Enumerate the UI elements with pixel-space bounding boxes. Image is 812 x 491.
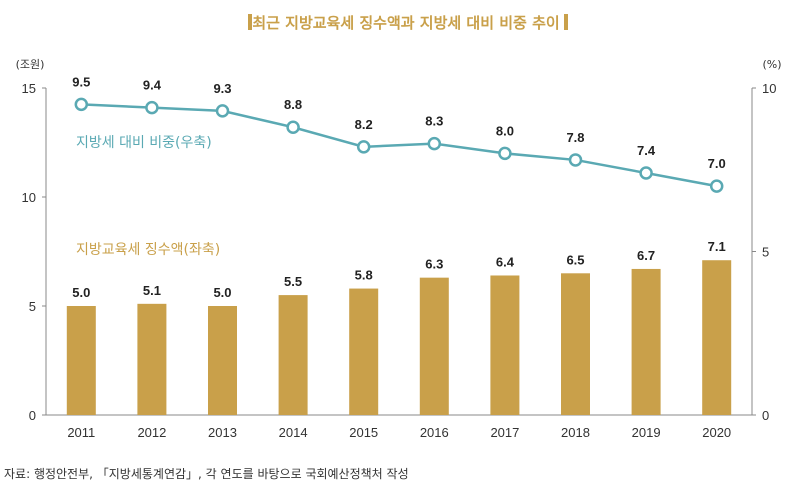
bar-value-label: 6.3 [425,257,443,272]
line-series-label: 지방세 대비 비중(우축) [76,135,212,151]
line-value-label: 7.0 [708,156,726,171]
bar [66,306,96,415]
x-tick-label: 2016 [420,425,449,440]
bar [419,277,449,415]
line-point [74,97,89,112]
bar-value-label: 7.1 [708,239,726,254]
left-tick-label: 10 [22,190,36,205]
right-tick-label: 10 [762,81,776,96]
x-tick-label: 2014 [279,425,308,440]
line-point [639,166,653,180]
right-axis-ticks: 0 5 10 [752,81,776,423]
x-tick-label: 2013 [208,425,237,440]
line-series [74,97,724,193]
line-value-label: 8.0 [496,123,514,138]
bar-value-label: 6.4 [496,254,515,269]
bar [278,295,308,415]
line-value-label: 7.8 [566,130,584,145]
bar [349,288,379,415]
bar-series [66,260,732,415]
line-value-label: 8.2 [355,117,373,132]
line-point [568,153,583,167]
bar-value-label: 6.5 [566,252,584,267]
line-point [427,136,442,151]
line-point [498,146,512,161]
bar-value-label: 5.5 [284,274,302,289]
left-axis-ticks: 0 5 10 15 [22,81,46,423]
left-tick-label: 15 [22,81,36,96]
x-axis-ticks: 2011 2012 2013 2014 2015 2016 2017 2018 2019 2020 [67,425,731,440]
x-tick-label: 2011 [67,425,95,440]
bar-value-label: 6.7 [637,248,655,263]
bar-value-label: 5.0 [72,285,90,300]
bar [137,303,167,415]
x-tick-label: 2015 [349,425,378,440]
title-bar-left [248,14,252,30]
bar-series-label: 지방교육세 징수액(좌축) [76,242,220,258]
bar-value-label: 5.0 [213,285,231,300]
chart-title: 최근 지방교육세 징수액과 지방세 대비 비중 추이 [248,14,568,32]
bar-value-label: 5.8 [355,268,373,283]
x-tick-label: 2020 [702,425,731,440]
line-value-label: 8.3 [425,114,443,129]
line-point [709,179,724,193]
line-point [286,120,300,134]
x-tick-label: 2018 [561,425,590,440]
bar-data-labels: 5.0 5.1 5.0 5.5 5.8 6.3 6.4 6.5 6.7 7.1 [72,239,725,300]
line-value-label: 9.3 [213,81,231,96]
x-tick-label: 2012 [137,425,166,440]
left-tick-label: 0 [29,408,36,423]
line-point [215,104,230,118]
right-tick-label: 0 [762,408,769,423]
line-data-labels: 9.5 9.4 9.3 8.8 8.2 8.3 8.0 7.8 7.4 7.0 [72,74,725,171]
right-axis-unit: (%) [762,58,781,71]
source-note: 자료: 행정안전부, 「지방세통계연감」, 각 연도를 바탕으로 국회예산정책처… [4,466,409,481]
right-tick-label: 5 [762,245,769,260]
line-value-label: 9.5 [72,74,90,89]
bar [631,268,661,415]
x-tick-label: 2019 [632,425,661,440]
line-value-label: 9.4 [143,78,162,93]
line-value-label: 8.8 [284,97,302,112]
x-tick-label: 2017 [490,425,519,440]
bar [208,306,237,415]
bar [561,273,590,415]
line-point [356,140,371,154]
series-line [81,103,717,188]
left-axis-unit: (조원) [16,58,45,71]
bar [702,260,732,415]
left-tick-label: 5 [29,299,36,314]
bar-value-label: 5.1 [143,283,161,298]
title-bar-right [564,14,568,30]
chart-title-text: 최근 지방교육세 징수액과 지방세 대비 비중 추이 [252,14,559,32]
bar [490,275,520,415]
line-point [145,100,159,115]
line-value-label: 7.4 [637,143,656,158]
